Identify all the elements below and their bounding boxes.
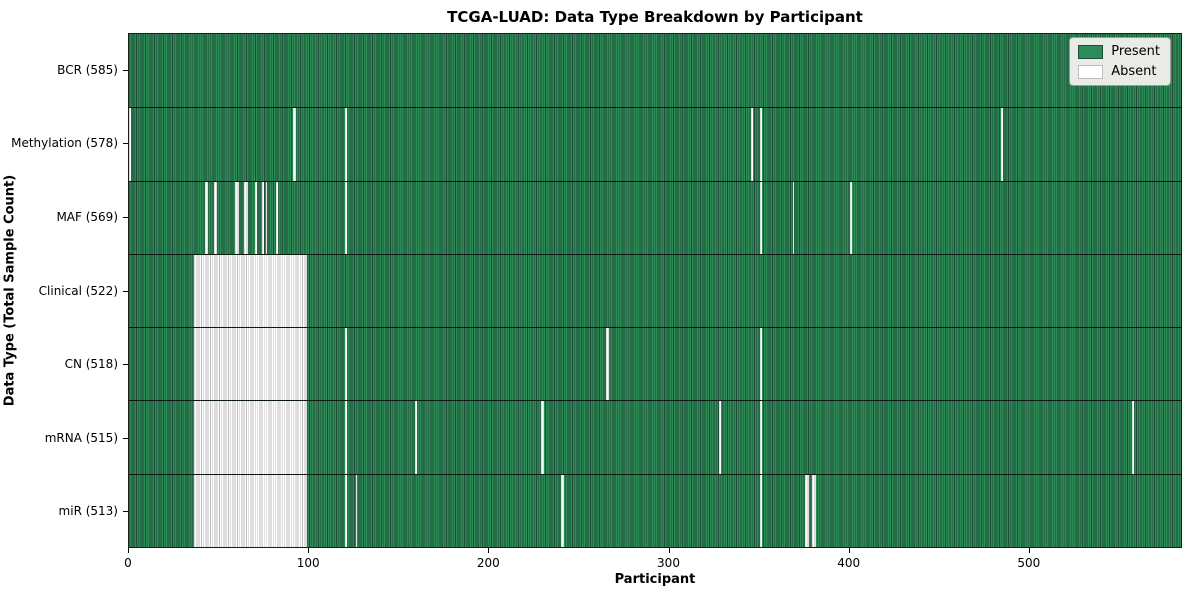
- absent-segment: [792, 181, 795, 254]
- x-tick-mark: [668, 548, 670, 553]
- y-tick-mark: [123, 511, 128, 513]
- heatmap-row-mrna: [129, 400, 1181, 474]
- x-tick-label-100: 100: [296, 556, 320, 570]
- y-tick-label-bcr: BCR (585): [57, 62, 118, 77]
- y-tick-label-mrna: mRNA (515): [44, 430, 118, 445]
- absent-segment: [193, 474, 308, 547]
- absent-segment: [605, 328, 610, 401]
- y-tick-label-mir: miR (513): [58, 504, 118, 519]
- absent-segment: [204, 181, 209, 254]
- heatmap-row-cn: [129, 327, 1181, 401]
- absent-segment: [193, 328, 308, 401]
- x-tick-mark: [848, 548, 850, 553]
- x-tick-label-300: 300: [657, 556, 680, 570]
- absent-segment: [760, 328, 762, 401]
- absent-segment: [1132, 401, 1135, 474]
- absent-segment: [850, 181, 852, 254]
- absent-segment: [344, 328, 347, 401]
- y-tick-mark: [123, 290, 128, 292]
- legend: Present Absent: [1069, 37, 1171, 86]
- heatmap-row-mir: [129, 473, 1181, 547]
- absent-segment: [760, 108, 762, 181]
- heatmap-row-maf: [129, 180, 1181, 254]
- absent-segment: [1001, 108, 1003, 181]
- x-tick-mark: [128, 548, 129, 553]
- x-axis-label: Participant: [614, 572, 696, 587]
- absent-segment: [193, 254, 308, 328]
- legend-item-present: Present: [1078, 44, 1160, 59]
- legend-item-absent: Absent: [1078, 64, 1160, 79]
- absent-segment: [414, 401, 417, 474]
- legend-swatch-absent: [1078, 64, 1104, 79]
- absent-segment: [344, 108, 347, 181]
- plot-area: Present Absent: [128, 33, 1182, 548]
- absent-segment: [265, 181, 268, 254]
- absent-segment: [751, 108, 753, 181]
- y-tick-mark: [123, 143, 128, 145]
- legend-label: Present: [1111, 44, 1160, 59]
- y-tick-label-maf: MAF (569): [56, 209, 118, 224]
- legend-swatch-present: [1078, 44, 1104, 59]
- x-tick-label-200: 200: [476, 556, 500, 570]
- absent-segment: [276, 181, 279, 254]
- absent-segment: [812, 474, 816, 547]
- absent-segment: [344, 181, 347, 254]
- y-tick-mark: [123, 364, 128, 366]
- legend-label: Absent: [1111, 64, 1157, 79]
- absent-segment: [292, 108, 297, 181]
- absent-segment: [355, 474, 358, 547]
- y-tick-label-clinical: Clinical (522): [38, 283, 118, 298]
- absent-segment: [805, 474, 809, 547]
- chart-title: TCGA-LUAD: Data Type Breakdown by Partic…: [447, 8, 863, 26]
- y-tick-mark: [123, 216, 128, 218]
- x-tick-label-500: 500: [1017, 556, 1041, 570]
- absent-segment: [760, 181, 762, 254]
- absent-segment: [213, 181, 218, 254]
- y-tick-label-methylation: Methylation (578): [11, 136, 118, 151]
- heatmap-row-methylation: [129, 107, 1181, 181]
- absent-segment: [129, 108, 131, 181]
- absent-segment: [254, 181, 257, 254]
- x-tick-label-400: 400: [837, 556, 861, 570]
- absent-segment: [193, 401, 308, 474]
- y-tick-label-cn: CN (518): [64, 357, 118, 372]
- absent-segment: [244, 181, 248, 254]
- absent-segment: [344, 474, 347, 547]
- x-tick-mark: [1028, 548, 1030, 553]
- absent-segment: [760, 474, 762, 547]
- absent-segment: [560, 474, 565, 547]
- x-tick-mark: [488, 548, 490, 553]
- heatmap-row-clinical: [129, 253, 1181, 328]
- absent-segment: [344, 401, 347, 474]
- absent-segment: [262, 181, 264, 254]
- x-tick-mark: [308, 548, 310, 553]
- x-tick-label-0: 0: [124, 556, 132, 570]
- absent-segment: [540, 401, 545, 474]
- y-tick-mark: [123, 69, 128, 71]
- absent-segment: [760, 401, 762, 474]
- absent-segment: [235, 181, 239, 254]
- absent-segment: [718, 401, 721, 474]
- y-tick-mark: [123, 437, 128, 439]
- heatmap-row-bcr: [129, 34, 1181, 108]
